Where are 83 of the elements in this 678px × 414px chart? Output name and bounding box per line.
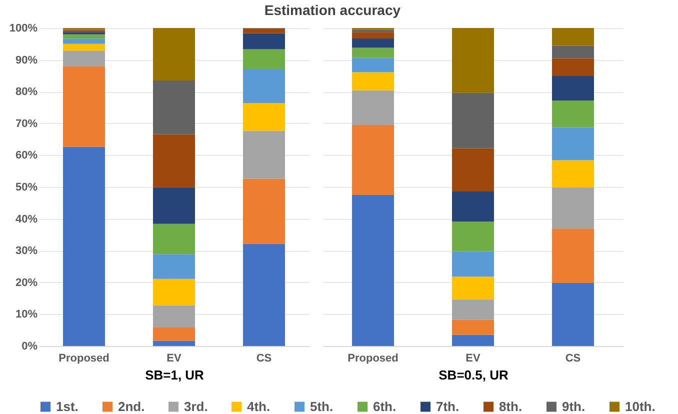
legend-label: 2nd. [118, 398, 145, 414]
chart-title: Estimation accuracy [264, 2, 401, 18]
x-axis-title: SB=1, UR [145, 368, 205, 382]
legend-label: 10th. [625, 398, 656, 414]
bar [63, 146, 105, 346]
bar [452, 28, 494, 93]
bar [243, 49, 285, 70]
bar [243, 69, 285, 104]
bar [243, 130, 285, 179]
bar [153, 278, 195, 306]
bar [63, 66, 105, 147]
bar [243, 178, 285, 244]
bar [153, 340, 195, 346]
legend-label: 1st. [56, 398, 78, 414]
y-tick-label: 70% [15, 118, 38, 130]
y-tick-label: 90% [15, 54, 38, 66]
bar [452, 251, 494, 277]
legend-label: 8th. [499, 398, 522, 414]
bar [243, 33, 285, 50]
bar [552, 228, 594, 284]
bar [452, 148, 494, 192]
bar [552, 76, 594, 101]
bar [153, 134, 195, 188]
bar [552, 58, 594, 76]
y-tick-label: 0% [22, 340, 38, 352]
bar [552, 100, 594, 128]
bar [63, 50, 105, 66]
bar [153, 305, 195, 328]
bar [243, 244, 285, 346]
bar [452, 191, 494, 222]
y-tick-label: 60% [15, 150, 38, 162]
bar [352, 194, 394, 346]
y-tick-label: 80% [15, 86, 38, 98]
legend-label: 9th. [562, 398, 586, 414]
bar [452, 222, 494, 252]
legend-label: 4th. [247, 398, 270, 414]
bar [552, 283, 594, 346]
bar [352, 38, 394, 48]
bar [552, 187, 594, 229]
x-tick-label: EV [466, 352, 481, 364]
bar [452, 276, 494, 300]
x-tick-label: CS [565, 352, 581, 364]
bar [63, 44, 105, 51]
bar [352, 124, 394, 195]
bar [63, 38, 105, 44]
x-tick-label: EV [166, 352, 182, 364]
y-tick-label: 30% [15, 245, 38, 258]
bar [243, 103, 285, 131]
bar [452, 92, 494, 148]
bar [153, 254, 195, 279]
bar [552, 160, 594, 188]
bar [153, 28, 195, 80]
legend-label: 3rd. [184, 398, 208, 414]
x-tick-label: Proposed [58, 352, 110, 364]
bar [153, 80, 195, 134]
bar [452, 299, 494, 320]
bar [352, 58, 394, 72]
bar [452, 320, 494, 335]
bar [153, 224, 195, 254]
bar [153, 328, 195, 341]
x-tick-label: CS [256, 352, 272, 364]
bar [352, 90, 394, 125]
bar [452, 334, 494, 346]
legend-label: 6th. [373, 398, 396, 414]
bar [243, 28, 285, 34]
bar [153, 187, 195, 224]
x-tick-label: Proposed [348, 352, 398, 364]
legend-label: 7th. [436, 398, 460, 414]
y-tick-label: 100% [9, 22, 38, 34]
y-tick-label: 40% [15, 213, 38, 226]
bar [352, 32, 394, 38]
bar [552, 127, 594, 160]
y-tick-label: 10% [15, 308, 38, 321]
x-axis-title: SB=0.5, UR [438, 368, 509, 382]
bar [552, 46, 594, 58]
bar [352, 72, 394, 90]
bar [552, 28, 594, 46]
bar [352, 30, 394, 32]
y-tick-label: 50% [15, 182, 38, 194]
y-tick-label: 20% [15, 276, 38, 289]
bar [352, 48, 394, 58]
legend-label: 5th. [310, 398, 334, 414]
bar [63, 34, 105, 39]
